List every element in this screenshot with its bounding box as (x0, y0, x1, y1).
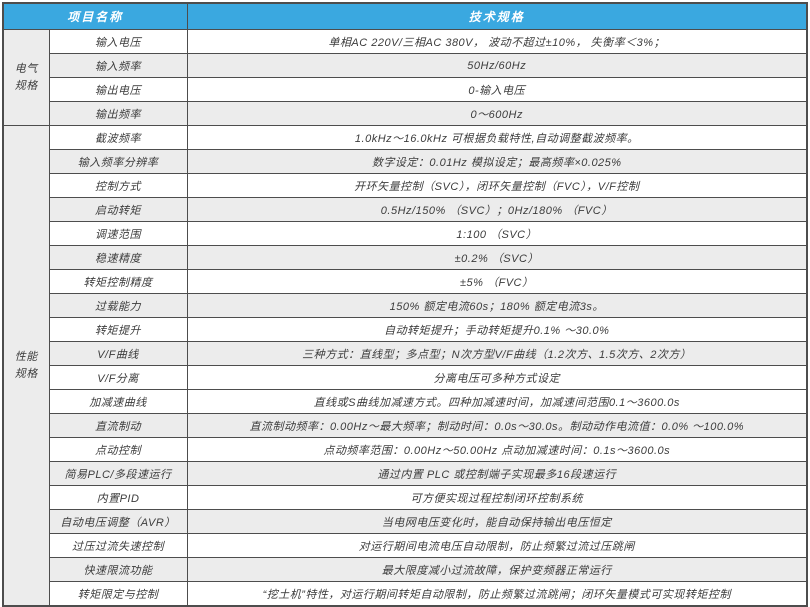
table-row: 电气 规格 输入电压 单相AC 220V/三相AC 380V， 波动不超过±10%， … (2, 29, 808, 126)
spec-value-cell: 分离电压可多种方式设定 (186, 365, 808, 390)
item-name-cell: V/F分离 (48, 365, 188, 390)
group-cell-0: 电气 规格 (2, 29, 50, 126)
item-name-cell: 输出电压 (48, 77, 188, 102)
table-row: 启动转矩 0.5Hz/150% （SVC）；0Hz/180% （FVC） (3, 197, 808, 222)
spec-value-cell: 0-输入电压 (186, 77, 808, 102)
spec-value-cell: 可方便实现过程控制闭环控制系统 (186, 485, 808, 510)
spec-value-cell: 当电网电压变化时，能自动保持输出电压恒定 (186, 509, 808, 534)
table-row: 控制方式 开环矢量控制（SVC），闭环矢量控制（FVC），V/F控制 (3, 173, 808, 198)
group-name-line: 规格 (14, 367, 38, 380)
spec-value-cell: 0.5Hz/150% （SVC）；0Hz/180% （FVC） (186, 197, 808, 222)
table-row: 加减速曲线 直线或S曲线加减速方式。四种加减速时间，加减速间范围0.1～3600.… (3, 389, 808, 414)
spec-value-cell: 自动转矩提升；手动转矩提升0.1% ～30.0% (186, 317, 808, 342)
spec-value-cell: ±0.2% （SVC） (186, 245, 808, 270)
spec-value-cell: 1:100 （SVC） (186, 221, 808, 246)
item-name-cell: 自动电压调整（AVR） (48, 509, 188, 534)
header-tech-spec: 技术规格 (186, 2, 808, 30)
item-name-cell: 启动转矩 (48, 197, 188, 222)
item-name-cell: 输出频率 (48, 101, 188, 126)
table-row: 过载能力 150% 额定电流60s；180% 额定电流3s。 (3, 293, 808, 318)
table-row: 转矩提升 自动转矩提升；手动转矩提升0.1% ～30.0% (3, 317, 808, 342)
spec-table-body: 电气 规格 输入电压 单相AC 220V/三相AC 380V， 波动不超过±10%， … (2, 29, 808, 607)
spec-value-cell: 直流制动频率：0.00Hz～最大频率；制动时间：0.0s～30.0s。制动动作电… (186, 413, 808, 438)
table-row: 输入频率 50Hz/60Hz (3, 53, 808, 78)
spec-value-cell: “挖土机”特性，对运行期间转矩自动限制，防止频繁过流跳闸；闭环矢量模式可实现转矩… (186, 581, 808, 607)
item-name-cell: 转矩限定与控制 (48, 581, 188, 607)
table-row: 点动控制 点动频率范围：0.00Hz～50.00Hz 点动加减速时间：0.1s～3… (3, 437, 808, 462)
item-name-cell: 输入频率 (48, 53, 188, 78)
item-name-cell: 过压过流失速控制 (48, 533, 188, 558)
group-name-line: 性能 (14, 351, 38, 363)
table-row: 输出电压 0-输入电压 (3, 77, 808, 102)
spec-value-cell: 数字设定：0.01Hz 模拟设定；最高频率×0.025% (186, 149, 808, 174)
table-row: 过压过流失速控制 对运行期间电流电压自动限制，防止频繁过流过压跳闸 (3, 533, 808, 558)
table-row: 简易PLC/多段速运行 通过内置 PLC 或控制端子实现最多16段速运行 (3, 461, 808, 486)
spec-value-cell: 直线或S曲线加减速方式。四种加减速时间，加减速间范围0.1～3600.0s (186, 389, 808, 414)
table-row: 快速限流功能 最大限度减小过流故障，保护变频器正常运行 (3, 557, 808, 582)
table-row: 转矩控制精度 ±5% （FVC） (3, 269, 808, 294)
table-row: 自动电压调整（AVR） 当电网电压变化时，能自动保持输出电压恒定 (3, 509, 808, 534)
spec-value-cell: 通过内置 PLC 或控制端子实现最多16段速运行 (186, 461, 808, 486)
table-row: 直流制动 直流制动频率：0.00Hz～最大频率；制动时间：0.0s～30.0s。制… (3, 413, 808, 438)
item-name-cell: 转矩控制精度 (48, 269, 188, 294)
table-row: 内置PID 可方便实现过程控制闭环控制系统 (3, 485, 808, 510)
table-row: 稳速精度 ±0.2% （SVC） (3, 245, 808, 270)
table-row: 转矩限定与控制 “挖土机”特性，对运行期间转矩自动限制，防止频繁过流跳闸；闭环矢量… (3, 581, 808, 607)
group-name-line: 电气 (14, 63, 38, 75)
header-row: 项目名称 技术规格 (2, 2, 808, 30)
table-row: 输入频率分辨率 数字设定：0.01Hz 模拟设定；最高频率×0.025% (3, 149, 808, 174)
spec-value-cell: 点动频率范围：0.00Hz～50.00Hz 点动加减速时间：0.1s～3600.… (186, 437, 808, 462)
spec-value-cell: 0～600Hz (186, 101, 808, 126)
item-name-cell: 输入频率分辨率 (48, 149, 188, 174)
item-name-cell: 内置PID (48, 485, 188, 510)
table-row: V/F曲线 三种方式：直线型；多点型；N次方型V/F曲线（1.2次方、1.5次方、… (3, 341, 808, 366)
item-name-cell: 快速限流功能 (48, 557, 188, 582)
item-name-cell: 输入电压 (48, 29, 188, 54)
table-row: 输出频率 0～600Hz (3, 101, 808, 126)
group-cell-1: 性能 规格 (2, 125, 50, 607)
item-name-cell: 直流制动 (48, 413, 188, 438)
spec-value-cell: 150% 额定电流60s；180% 额定电流3s。 (186, 293, 808, 318)
spec-value-cell: 50Hz/60Hz (186, 53, 808, 78)
table-row: V/F分离 分离电压可多种方式设定 (3, 365, 808, 390)
spec-value-cell: 开环矢量控制（SVC），闭环矢量控制（FVC），V/F控制 (186, 173, 808, 198)
item-name-cell: 转矩提升 (48, 317, 188, 342)
item-name-cell: 控制方式 (48, 173, 188, 198)
item-name-cell: 加减速曲线 (48, 389, 188, 414)
item-name-cell: 调速范围 (48, 221, 188, 246)
spec-value-cell: 三种方式：直线型；多点型；N次方型V/F曲线（1.2次方、1.5次方、2次方） (186, 341, 808, 366)
item-name-cell: V/F曲线 (48, 341, 188, 366)
item-name-cell: 过载能力 (48, 293, 188, 318)
spec-value-cell: 对运行期间电流电压自动限制，防止频繁过流过压跳闸 (186, 533, 808, 558)
header-item-name: 项目名称 (2, 2, 188, 30)
item-name-cell: 截波频率 (48, 125, 188, 150)
item-name-cell: 简易PLC/多段速运行 (48, 461, 188, 486)
group-name-line: 规格 (14, 79, 38, 92)
table-row: 性能 规格 截波频率 1.0kHz～16.0kHz 可根据负载特性,自动调整截波频率。 (2, 125, 808, 607)
spec-value-cell: 1.0kHz～16.0kHz 可根据负载特性,自动调整截波频率。 (186, 125, 808, 150)
table-row: 调速范围 1:100 （SVC） (3, 221, 808, 246)
spec-value-cell: ±5% （FVC） (186, 269, 808, 294)
spec-value-cell: 单相AC 220V/三相AC 380V， 波动不超过±10%， 失衡率＜3%； (186, 29, 808, 54)
spec-value-cell: 最大限度减小过流故障，保护变频器正常运行 (186, 557, 808, 582)
item-name-cell: 稳速精度 (48, 245, 188, 270)
item-name-cell: 点动控制 (48, 437, 188, 462)
